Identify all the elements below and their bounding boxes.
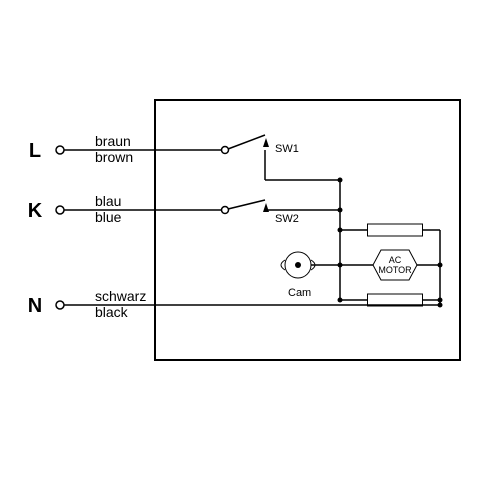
wire-node <box>338 208 343 213</box>
terminal-label-de-K: blau <box>95 193 121 209</box>
cam-label: Cam <box>288 287 311 299</box>
terminal-label-de-N: schwarz <box>95 288 146 304</box>
block-0 <box>368 224 423 236</box>
wire-node <box>338 298 343 303</box>
wire-node <box>338 263 343 268</box>
motor-label-1: AC <box>389 255 402 265</box>
wire-node <box>338 228 343 233</box>
cam-center <box>295 262 301 268</box>
block-1 <box>368 294 423 306</box>
switch-lever-SW2 <box>228 200 265 209</box>
terminal-label-en-N: black <box>95 304 129 320</box>
switch-label-SW1: SW1 <box>275 143 299 155</box>
terminal-label-en-L: brown <box>95 149 133 165</box>
device-enclosure <box>155 100 460 360</box>
terminal-label-de-L: braun <box>95 133 131 149</box>
switch-hinge-SW1 <box>222 147 229 154</box>
wire-node <box>338 178 343 183</box>
wire-node <box>438 263 443 268</box>
cam-lobe-left <box>281 260 285 270</box>
terminal-ring-K <box>56 206 64 214</box>
terminal-letter-L: L <box>29 140 41 162</box>
terminal-label-en-K: blue <box>95 209 122 225</box>
switch-arrow-SW2 <box>263 203 269 212</box>
terminal-ring-L <box>56 146 64 154</box>
switch-hinge-SW2 <box>222 207 229 214</box>
wire-node <box>438 298 443 303</box>
switch-label-SW2: SW2 <box>275 213 299 225</box>
terminal-letter-N: N <box>28 295 42 317</box>
motor-label-2: MOTOR <box>378 265 412 275</box>
terminal-letter-K: K <box>28 200 43 222</box>
terminal-ring-N <box>56 301 64 309</box>
switch-arrow-SW1 <box>263 138 269 147</box>
wire-node <box>438 303 443 308</box>
switch-lever-SW1 <box>228 135 265 149</box>
